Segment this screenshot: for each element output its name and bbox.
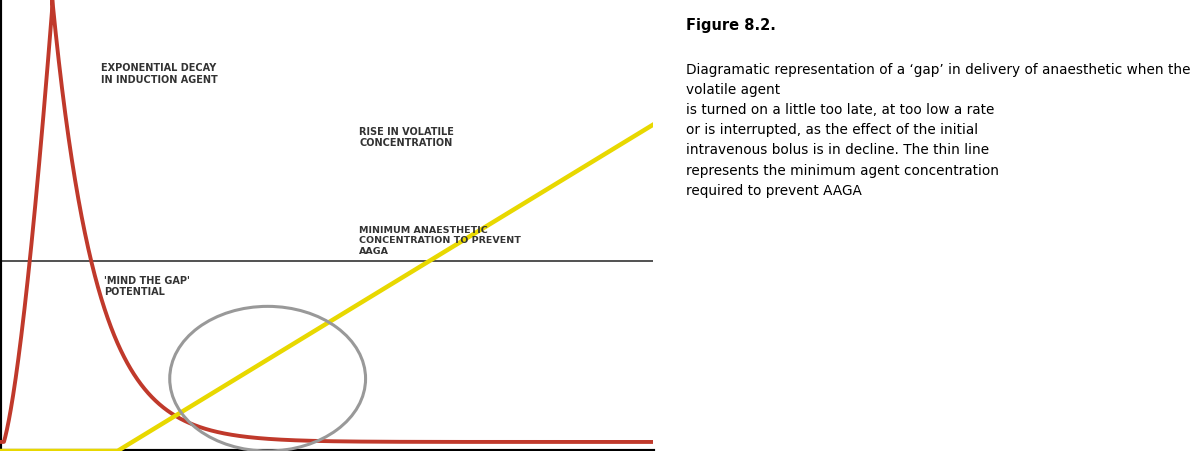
Text: Diagramatic representation of a ‘gap’ in delivery of anaesthetic when the volati: Diagramatic representation of a ‘gap’ in… [686,63,1190,197]
Text: RISE IN VOLATILE
CONCENTRATION: RISE IN VOLATILE CONCENTRATION [359,126,454,148]
Text: Figure 8.2.: Figure 8.2. [686,18,776,33]
Text: 'MIND THE GAP'
POTENTIAL: 'MIND THE GAP' POTENTIAL [104,275,191,297]
Text: EXPONENTIAL DECAY
IN INDUCTION AGENT: EXPONENTIAL DECAY IN INDUCTION AGENT [101,63,218,85]
Text: MINIMUM ANAESTHETIC
CONCENTRATION TO PREVENT
AAGA: MINIMUM ANAESTHETIC CONCENTRATION TO PRE… [359,226,521,255]
